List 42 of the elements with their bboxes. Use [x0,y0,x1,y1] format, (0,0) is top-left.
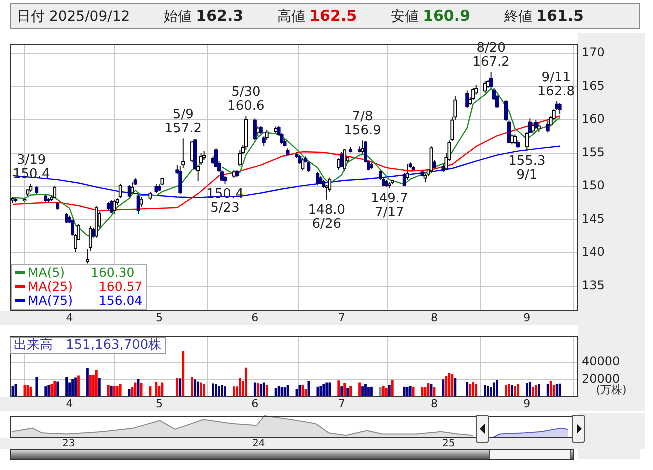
x-tick-label: 7 [338,397,346,410]
x-tick-label: 6 [252,311,259,324]
y-tick-label: 135 [582,278,605,293]
y-tick-label: 140 [582,245,605,260]
y-tick-label: 20000 [582,372,620,386]
annotation: 7/8 156.9 [344,110,382,139]
legend-label: MA(75) 156.04 [28,293,143,308]
x-tick-label: 6 [252,397,259,410]
x-tick-label: 5 [156,311,163,324]
x-tick-label: 9 [524,397,531,410]
annotation: 155.3 9/1 [508,154,546,184]
chart-title: 出来高 151,163,700株 [10,337,166,354]
x-tick-label: 4 [66,311,74,324]
y-tick-label: 160 [582,112,605,126]
x-tick-label: 9 [524,311,531,324]
y-tick-label: 40000 [582,354,620,368]
y-axis-title: (万株) [596,383,627,396]
y-tick-label: 150 [582,178,605,193]
x-tick-label: 4 [66,397,74,410]
text: 終値 161.5 [504,7,584,25]
text: 始値 162.3 [164,7,244,25]
chart-title: 日付 2025/09/12 [17,9,130,25]
x-tick-label: 23 [62,438,76,450]
y-tick-label: 155 [582,145,605,160]
x-tick-label: 5 [156,397,163,410]
text: 高値 162.5 [278,7,358,25]
annotation: 5/9 157.2 [164,108,202,137]
y-tick-label: 145 [582,212,605,226]
annotation: 5/30 160.6 [228,84,265,114]
legend-label: MA(25) 160.57 [28,279,143,294]
y-tick-label: 170 [582,46,605,60]
x-tick-label: 25 [442,438,456,450]
x-tick-label: 8 [431,311,438,324]
annotation: 148.0 6/26 [308,202,346,232]
x-tick-label: 24 [252,438,266,450]
legend-label: MA(5) 160.30 [28,265,135,280]
annotation: 149.7 7/17 [371,191,408,220]
text: 安値 160.9 [391,7,471,25]
x-tick-label: 7 [338,311,346,324]
y-tick-label: 165 [582,78,605,93]
annotation: 9/11 162.8 [538,70,575,100]
x-tick-label: 8 [431,397,438,410]
